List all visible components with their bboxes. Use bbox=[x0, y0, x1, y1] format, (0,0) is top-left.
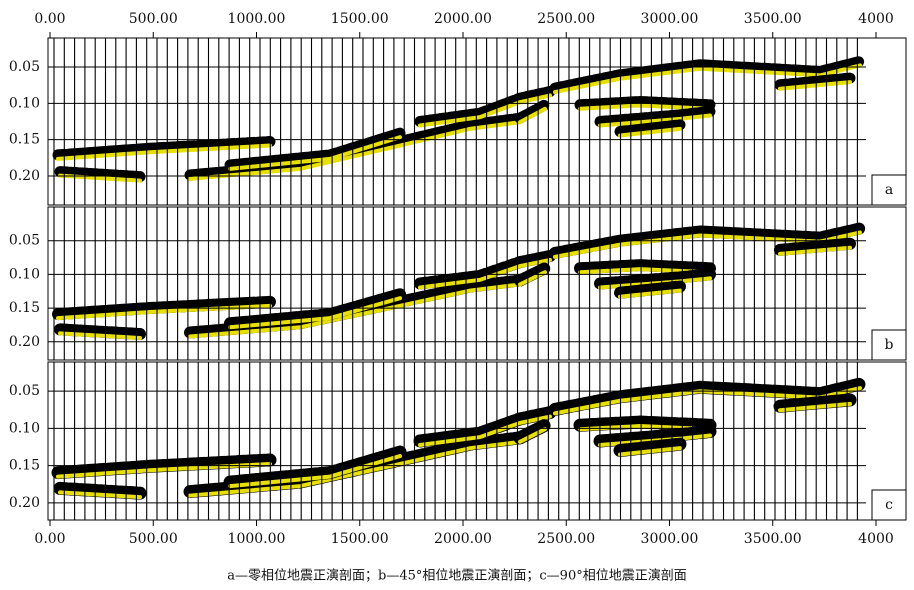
y-tick-label: 0.10 bbox=[9, 266, 40, 282]
reflector-yellow bbox=[518, 106, 547, 125]
x-tick-label: 3500.00 bbox=[744, 531, 802, 547]
reflector-yellow bbox=[618, 288, 682, 299]
reflector-black bbox=[774, 237, 856, 256]
y-tick-label: 0.15 bbox=[9, 300, 40, 316]
reflector-black bbox=[613, 437, 687, 457]
reflector-black bbox=[593, 425, 717, 448]
panel-label-box bbox=[871, 329, 907, 361]
reflector-yellow bbox=[778, 401, 852, 413]
y-tick-label: 0.20 bbox=[9, 168, 40, 184]
x-tick-label: 2000.00 bbox=[434, 11, 492, 27]
panel-label: c bbox=[885, 497, 893, 513]
reflector-yellow bbox=[56, 143, 272, 161]
x-tick-label: 0.00 bbox=[34, 531, 65, 547]
reflector-yellow bbox=[618, 446, 682, 457]
panel: 0.05 0.10 0.15 0.20 b bbox=[9, 206, 907, 361]
reflector-black bbox=[51, 453, 277, 480]
x-tick-label: 2500.00 bbox=[537, 11, 595, 27]
x-tick-label: 1000.00 bbox=[228, 531, 286, 547]
x-tick-label: 2500.00 bbox=[537, 531, 595, 547]
x-tick-label: 0.00 bbox=[34, 11, 65, 27]
reflector-yellow bbox=[598, 113, 712, 128]
y-tick-label: 0.15 bbox=[9, 132, 40, 148]
reflector-black bbox=[223, 445, 407, 489]
y-tick-label: 0.20 bbox=[9, 495, 40, 511]
panel-label: a bbox=[885, 182, 893, 198]
x-tick-label: 1500.00 bbox=[331, 531, 389, 547]
reflector-black bbox=[513, 418, 552, 445]
panel: 0.05 0.10 0.15 0.20 a 0.00 500.00 1000.00 1500.0… bbox=[9, 11, 907, 206]
reflector-yellow bbox=[778, 80, 852, 91]
panel-label: b bbox=[885, 337, 894, 353]
y-tick-label: 0.15 bbox=[9, 458, 40, 474]
reflector-yellow bbox=[228, 454, 402, 489]
y-tick-label: 0.10 bbox=[9, 95, 40, 111]
panel-label-box bbox=[871, 489, 907, 521]
reflector-black bbox=[774, 72, 856, 91]
x-tick-label: 3000.00 bbox=[641, 531, 699, 547]
y-tick-label: 0.05 bbox=[9, 233, 40, 249]
x-tick-label: 4000 bbox=[858, 531, 894, 547]
reflector-yellow bbox=[58, 490, 142, 500]
x-tick-label: 1500.00 bbox=[331, 11, 389, 27]
y-tick-label: 0.20 bbox=[9, 334, 40, 350]
reflector-black bbox=[413, 406, 557, 448]
reflector-black bbox=[594, 268, 716, 290]
reflector-black bbox=[414, 249, 556, 290]
x-tick-label: 3500.00 bbox=[744, 11, 802, 27]
reflector-yellow bbox=[778, 245, 852, 256]
reflector-black bbox=[52, 136, 276, 161]
x-tick-label: 1000.00 bbox=[228, 11, 286, 27]
reflector-black bbox=[614, 119, 686, 138]
x-tick-label: 500.00 bbox=[129, 531, 178, 547]
x-tick-label: 4000 bbox=[858, 11, 894, 27]
caption: a—零相位地震正演剖面；b—45°相位地震正演剖面；c—90°相位地震正演剖面 bbox=[227, 568, 686, 584]
reflector-yellow bbox=[228, 296, 402, 330]
panel: 0.05 0.10 0.15 0.20 c 0.00 500.00 1000.00 1500.0… bbox=[9, 361, 907, 547]
reflector-black bbox=[773, 393, 857, 413]
reflector-yellow bbox=[58, 331, 142, 340]
y-tick-label: 0.05 bbox=[9, 59, 40, 75]
y-tick-label: 0.10 bbox=[9, 420, 40, 436]
reflector-black bbox=[54, 323, 146, 340]
panel-label-box bbox=[871, 174, 907, 206]
reflector-yellow bbox=[518, 427, 547, 444]
x-tick-label: 3000.00 bbox=[641, 11, 699, 27]
reflector-yellow bbox=[418, 257, 552, 290]
reflector-yellow bbox=[418, 93, 552, 128]
reflector-black bbox=[594, 105, 716, 127]
y-tick-label: 0.05 bbox=[9, 383, 40, 399]
reflector-yellow bbox=[418, 414, 552, 447]
x-tick-label: 500.00 bbox=[129, 11, 178, 27]
reflector-black bbox=[614, 280, 686, 299]
reflector-black bbox=[53, 481, 147, 500]
reflector-black bbox=[514, 99, 551, 124]
x-tick-label: 2000.00 bbox=[434, 531, 492, 547]
reflector-black bbox=[224, 127, 406, 171]
reflector-black bbox=[224, 288, 406, 330]
reflector-yellow bbox=[228, 135, 402, 171]
reflector-black bbox=[414, 85, 556, 127]
reflector-yellow bbox=[618, 126, 682, 138]
